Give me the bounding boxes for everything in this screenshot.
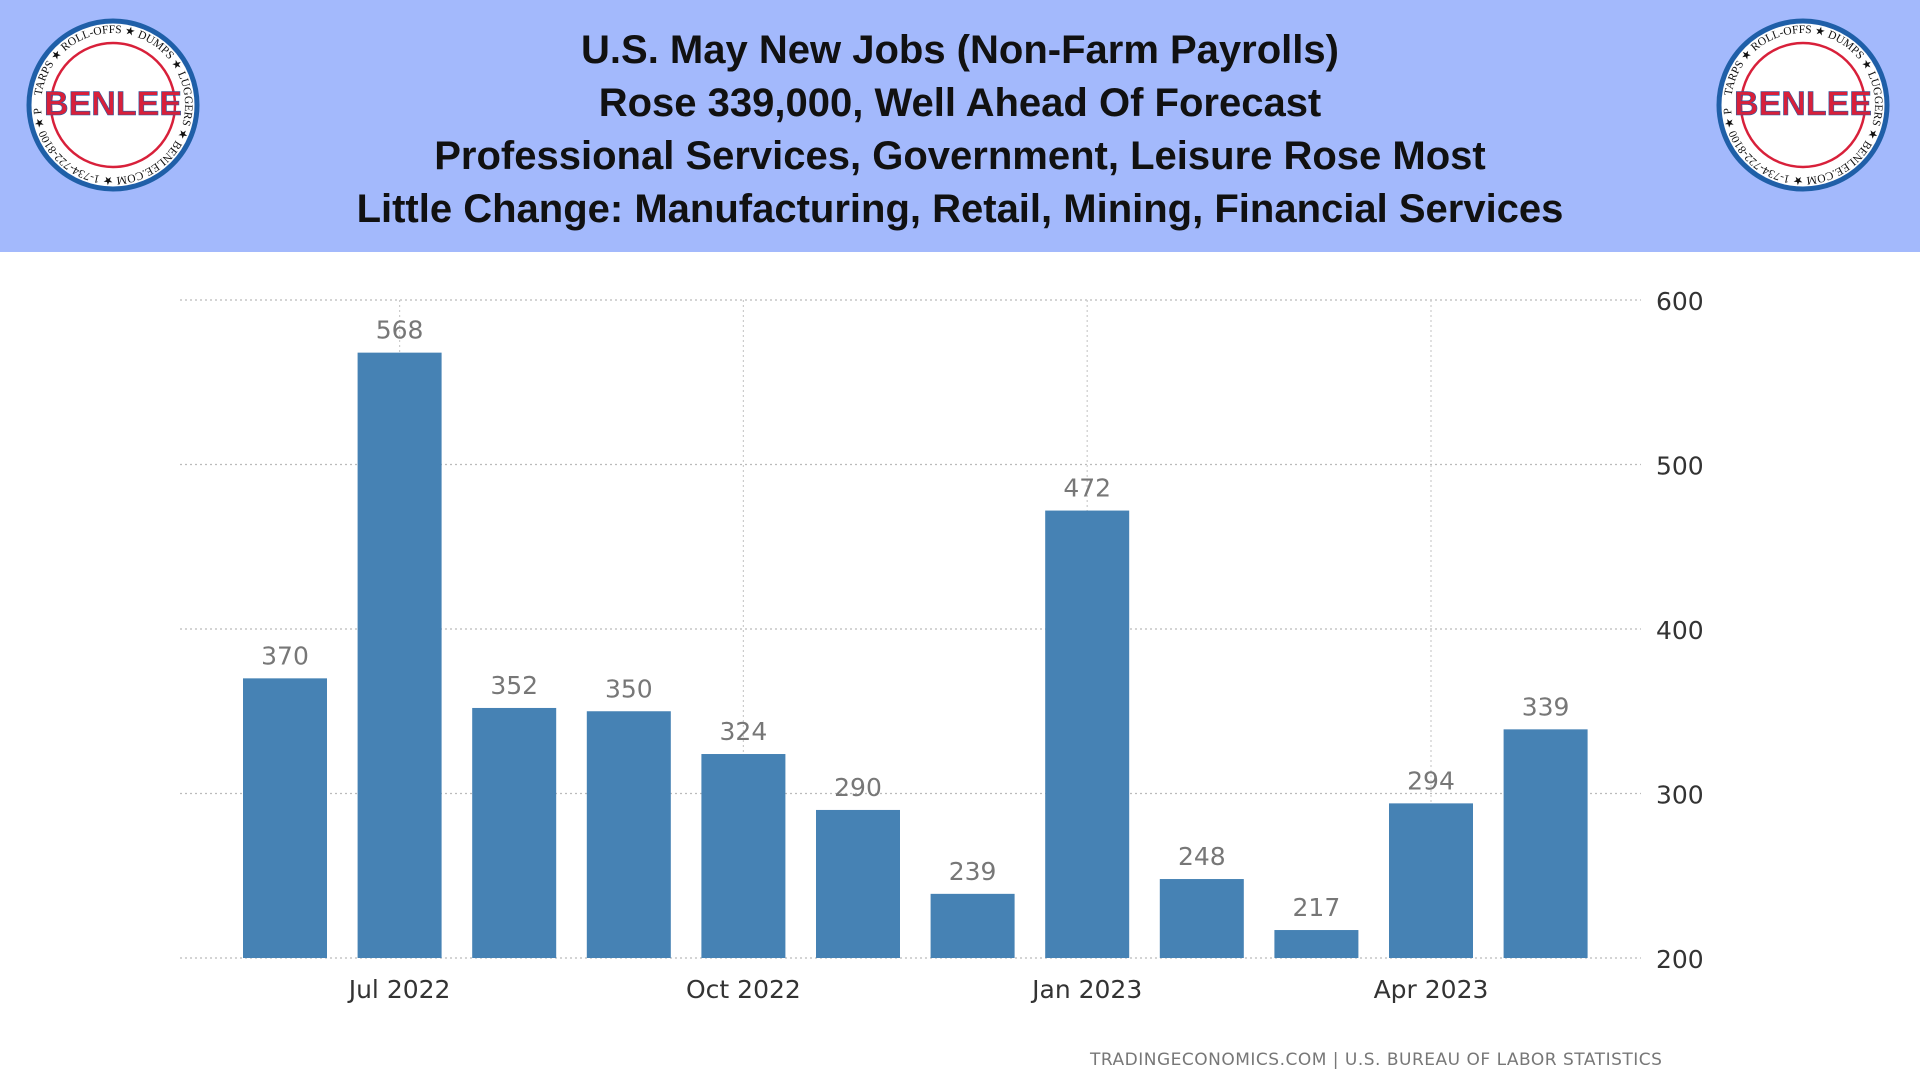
logo-wordmark: BENLEE [1734,85,1872,123]
bar-mar-2023 [1274,930,1359,958]
bar-apr-2023 [1389,803,1473,958]
x-tick-label: Jan 2023 [1030,975,1142,1004]
data-label: 248 [1178,842,1226,871]
title-line-4: Little Change: Manufacturing, Retail, Mi… [356,187,1564,231]
data-label: 339 [1522,692,1570,721]
data-label: 239 [949,857,997,886]
y-tick-label: 400 [1656,616,1704,645]
data-label: 290 [834,773,882,802]
logo-inner-ring [1739,41,1867,169]
title-line-2: Rose 339,000, Well Ahead Of Forecast [598,81,1322,125]
bar-nov-2022 [816,809,900,958]
data-label: 472 [1063,474,1111,503]
source-credit: TRADINGECONOMICS.COM | U.S. BUREAU OF LA… [1090,1050,1663,1070]
data-label: 568 [376,316,424,345]
data-label: 324 [720,717,768,746]
y-tick-label: 200 [1656,945,1704,974]
bar-aug-2022 [472,707,557,958]
bar-sep-2022 [586,711,671,958]
header-banner: U.S. May New Jobs (Non-Farm Payrolls) Ro… [0,0,1920,252]
bar-feb-2023 [1159,879,1244,958]
data-label: 350 [605,674,653,703]
benlee-logo-right: TARPS ★ ROLL-OFFS ★ DUMPS ★ LUGGERS ★ BE… [1716,18,1890,192]
title-line-1: U.S. May New Jobs (Non-Farm Payrolls) [581,28,1339,72]
data-label: 294 [1407,766,1455,795]
logo-inner-ring [49,41,177,169]
data-label: 352 [490,671,538,700]
y-tick-label: 500 [1656,452,1704,481]
bar-jan-2023 [1045,510,1130,958]
bar-dec-2022 [930,893,1015,958]
y-tick-label: 300 [1656,781,1704,810]
y-tick-label: 600 [1656,287,1704,316]
bar-oct-2022 [701,754,786,958]
bar-may-2023 [1503,729,1588,958]
x-tick-label: Apr 2023 [1374,975,1489,1004]
title-line-3: Professional Services, Government, Leisu… [434,134,1486,178]
bar-jul-2022 [357,352,442,958]
bar-jun-2022 [243,678,327,958]
x-tick-label: Oct 2022 [686,975,801,1004]
benlee-logo-left: TARPS ★ ROLL-OFFS ★ DUMPS ★ LUGGERS ★ BE… [26,18,200,192]
x-tick-label: Jul 2022 [347,975,451,1004]
logo-wordmark: BENLEE [44,85,182,123]
bar-chart: 200 300 400 500 600 370 568 352 350 324 290 239 472 2… [180,287,1704,1004]
data-label: 217 [1293,893,1341,922]
data-label: 370 [261,641,309,670]
